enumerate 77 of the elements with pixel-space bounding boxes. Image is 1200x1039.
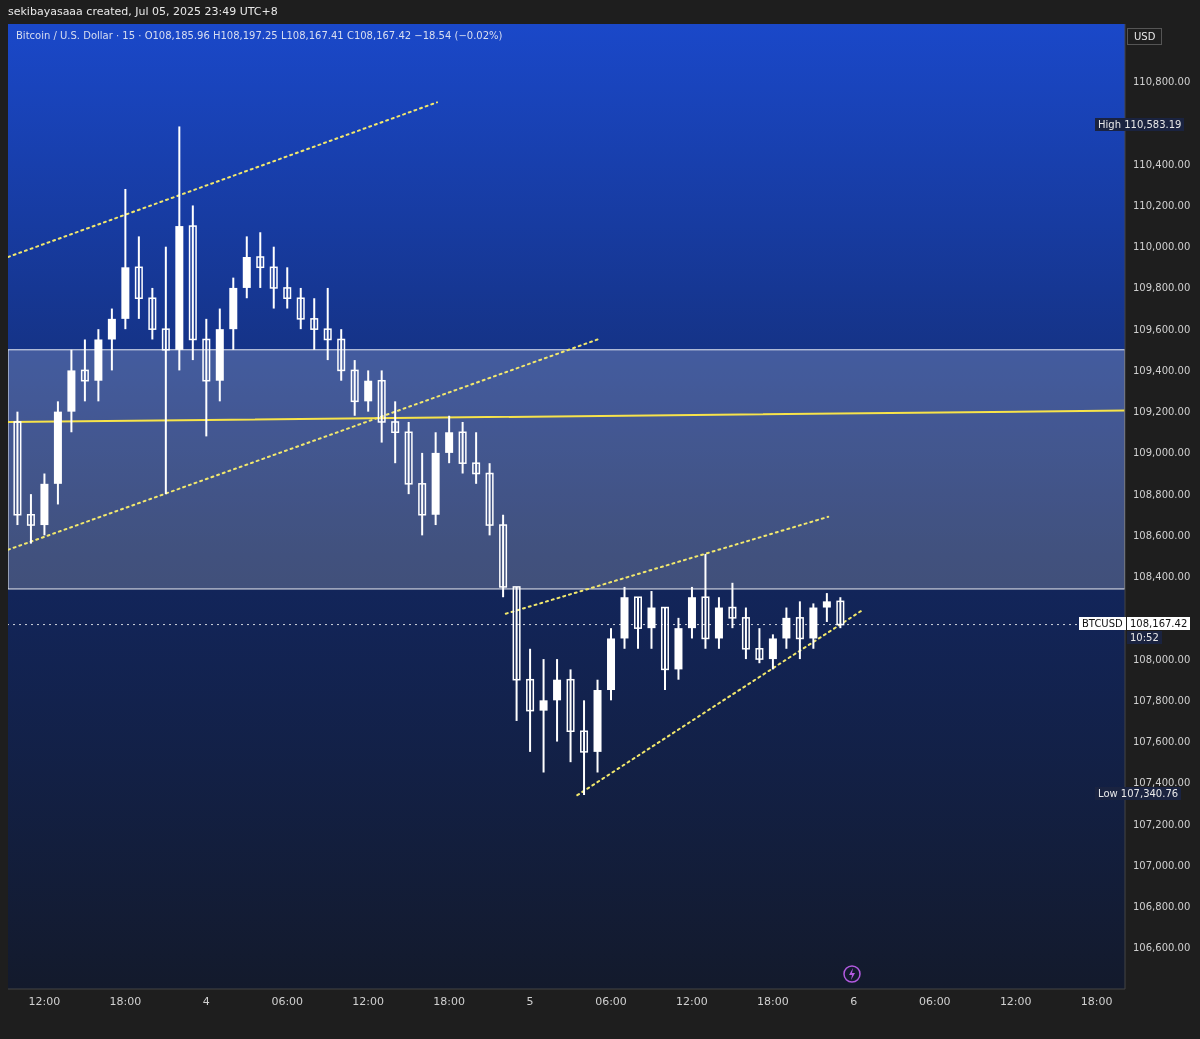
candlestick bbox=[337, 328, 346, 382]
candlestick bbox=[404, 420, 413, 496]
candlestick bbox=[526, 647, 535, 753]
annotation: Low 107,340.76 bbox=[1095, 787, 1182, 801]
x-tick-label: 12:00 bbox=[28, 994, 61, 1008]
candlestick bbox=[350, 359, 359, 417]
y-tick-label: 110,400.00 bbox=[1133, 158, 1191, 170]
candlestick bbox=[323, 286, 332, 362]
candlestick bbox=[755, 627, 764, 665]
y-tick-label: 109,000.00 bbox=[1133, 447, 1191, 459]
candlestick bbox=[269, 245, 278, 310]
candlestick bbox=[188, 204, 197, 362]
text: USD bbox=[1127, 28, 1163, 45]
candlestick bbox=[566, 668, 575, 764]
y-tick-label: 109,800.00 bbox=[1133, 282, 1191, 294]
x-tick-label: 18:00 bbox=[757, 994, 789, 1008]
candlestick bbox=[822, 592, 831, 623]
candlestick bbox=[13, 410, 22, 527]
y-tick-label: 107,600.00 bbox=[1133, 736, 1191, 748]
y-tick-label: 109,400.00 bbox=[1133, 364, 1191, 376]
candlestick bbox=[418, 451, 427, 537]
candlestick bbox=[283, 266, 292, 310]
y-tick-label: 107,000.00 bbox=[1133, 859, 1191, 871]
candlestick bbox=[80, 338, 89, 403]
annotation: High 110,583.19 bbox=[1095, 118, 1185, 132]
candlestick bbox=[377, 369, 386, 444]
y-tick-label: 108,000.00 bbox=[1133, 653, 1191, 665]
candlestick bbox=[107, 307, 116, 372]
candlestick bbox=[445, 414, 454, 465]
x-tick-label: 18:00 bbox=[433, 994, 465, 1008]
y-tick-label: 110,200.00 bbox=[1133, 200, 1191, 211]
candlestick bbox=[391, 400, 400, 465]
y-tick-label: 106,600.00 bbox=[1133, 942, 1191, 954]
candlestick bbox=[161, 245, 170, 496]
y-tick-label: 107,400.00 bbox=[1133, 777, 1191, 789]
candlestick bbox=[580, 699, 589, 797]
candlestick bbox=[256, 231, 265, 289]
x-tick-label: 06:00 bbox=[271, 994, 304, 1008]
text: Bitcoin / U.S. Dollar · 15 · O108,185.96 H108,197.25 L108,167.41 C108,167.42 −18.54 (−0.02%) bbox=[16, 30, 503, 41]
candlestick bbox=[310, 297, 319, 351]
candlestick bbox=[458, 420, 467, 475]
candlestick bbox=[202, 317, 211, 438]
candlestick bbox=[499, 513, 508, 599]
x-tick-label: 12:00 bbox=[352, 994, 385, 1008]
candlestick bbox=[553, 658, 562, 743]
x-tick-label: 12:00 bbox=[676, 994, 708, 1008]
y-tick-label: 110,800.00 bbox=[1133, 76, 1191, 88]
text: 10:52 bbox=[1127, 630, 1162, 644]
candlestick bbox=[296, 286, 305, 331]
x-tick-label: 18:00 bbox=[1080, 994, 1113, 1008]
x-tick-label: 5 bbox=[526, 994, 534, 1008]
candlestick bbox=[364, 369, 373, 413]
y-tick-label: 107,200.00 bbox=[1133, 818, 1191, 830]
x-tick-label: 4 bbox=[202, 994, 210, 1008]
chart-title: sekibayasaaa created, Jul 05, 2025 23:49 UTC+8 bbox=[8, 5, 278, 18]
y-tick-label: 108,800.00 bbox=[1133, 488, 1191, 500]
x-tick-label: 6 bbox=[850, 994, 858, 1008]
y-tick-label: 108,400.00 bbox=[1133, 571, 1191, 583]
ref-line-label: 108,167.42 bbox=[1127, 616, 1191, 630]
y-tick-label: 110,000.00 bbox=[1133, 241, 1191, 253]
candlestick bbox=[539, 658, 548, 774]
y-tick-label: 109,600.00 bbox=[1133, 323, 1191, 335]
x-tick-label: 06:00 bbox=[918, 994, 951, 1008]
candlestick bbox=[148, 286, 157, 341]
y-tick-label: 106,800.00 bbox=[1133, 901, 1191, 913]
annotation: BTCUSD bbox=[1079, 616, 1126, 630]
candlestick bbox=[472, 431, 481, 485]
x-tick-label: 12:00 bbox=[999, 994, 1032, 1008]
x-tick-label: 18:00 bbox=[109, 994, 142, 1008]
candlestick bbox=[134, 235, 143, 320]
candlestick bbox=[485, 462, 494, 537]
x-tick-label: 06:00 bbox=[595, 994, 627, 1008]
y-tick-label: 107,800.00 bbox=[1133, 694, 1191, 706]
candlestick bbox=[26, 493, 35, 545]
y-tick-label: 109,200.00 bbox=[1133, 406, 1191, 418]
candlestick bbox=[768, 633, 777, 671]
y-tick-label: 108,600.00 bbox=[1133, 529, 1191, 541]
